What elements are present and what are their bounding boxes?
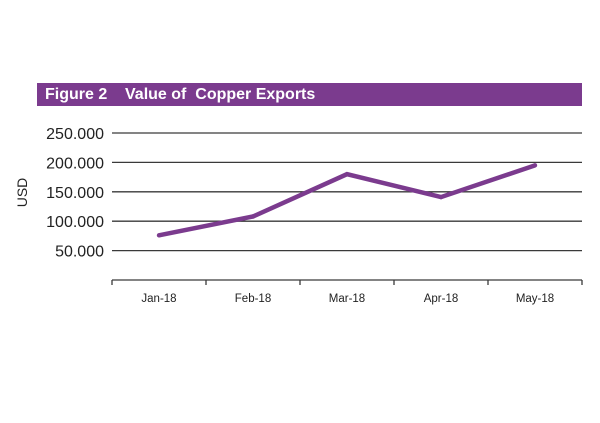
y-tick-label: 150.000: [46, 185, 104, 202]
x-tick-label: Jan-18: [141, 293, 176, 305]
data-point: [156, 233, 162, 238]
x-axis-tick-labels: Jan-18 Feb-18 Mar-18 Apr-18 May-18: [141, 293, 554, 305]
y-axis-label: USD: [14, 178, 30, 208]
data-point: [438, 194, 444, 200]
data-point: [532, 163, 538, 168]
y-tick-label: 100.000: [46, 214, 104, 231]
gridlines: [112, 132, 582, 252]
data-point: [344, 171, 350, 177]
data-point: [250, 214, 256, 219]
x-tick-label: Feb-18: [235, 293, 271, 305]
chart-title: Figure 2 Value of Copper Exports: [37, 83, 582, 106]
y-axis-tick-labels: 250.000 200.000 150.000 100.000 50.000: [46, 126, 104, 261]
y-tick-label: 200.000: [46, 155, 104, 172]
x-tick-label: May-18: [516, 293, 554, 305]
x-axis: [111, 279, 583, 285]
x-tick-label: Apr-18: [424, 293, 459, 305]
y-tick-label: 50.000: [55, 244, 104, 261]
series-layer: [156, 163, 538, 238]
x-tick-label: Mar-18: [329, 293, 365, 305]
y-tick-label: 250.000: [46, 126, 104, 143]
